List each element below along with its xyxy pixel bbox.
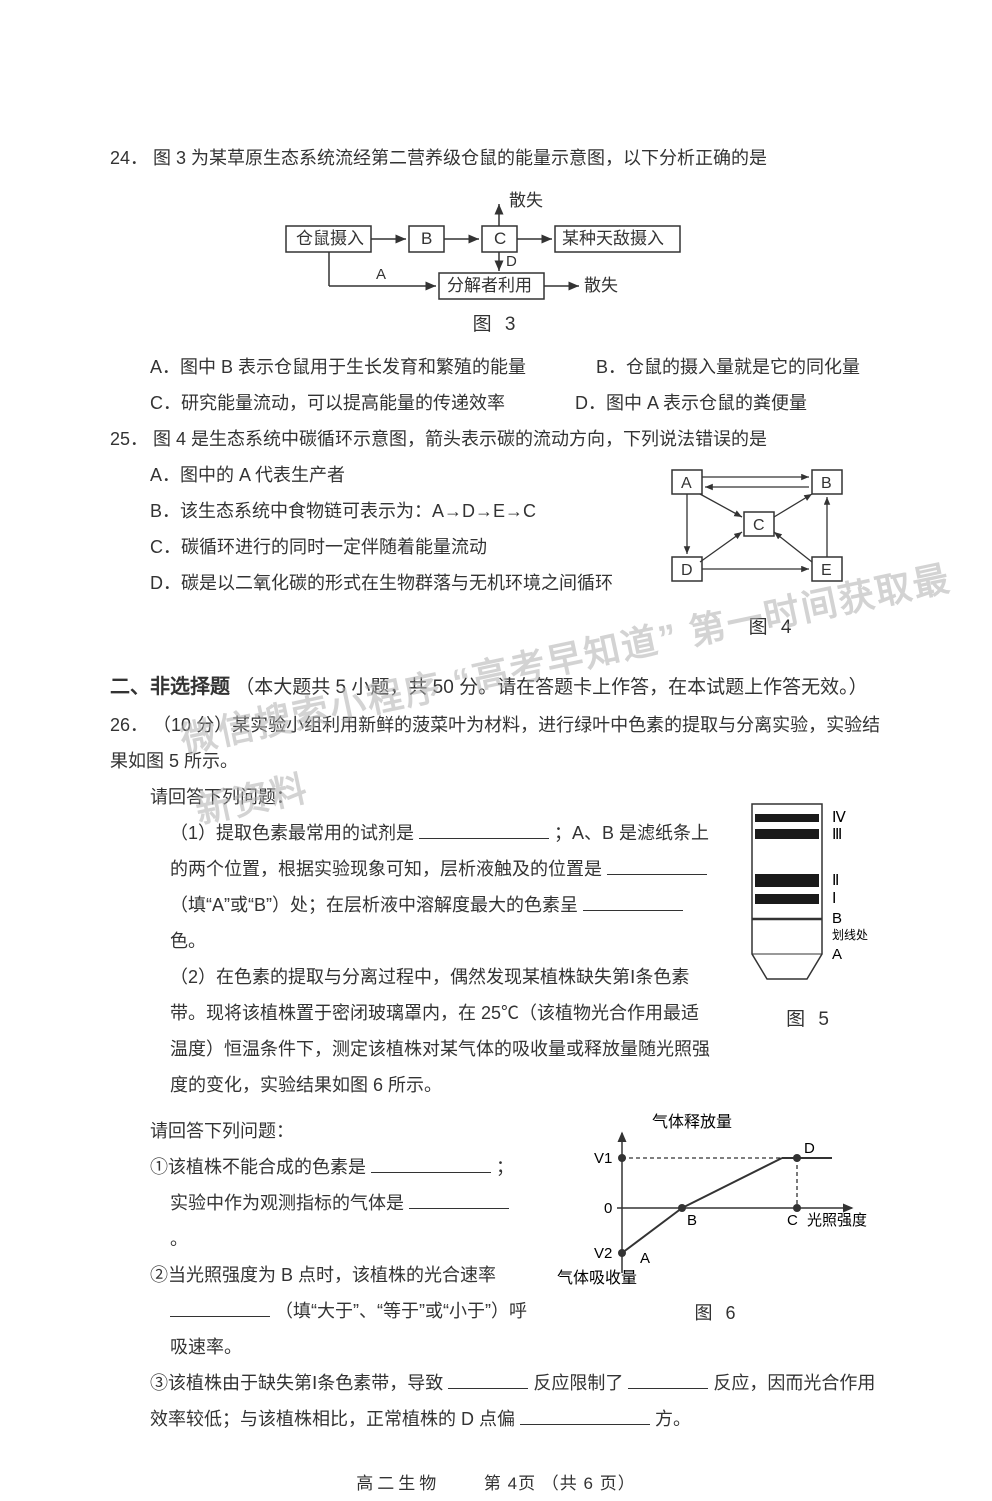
label-a: A — [376, 266, 386, 283]
q24-option-c: C．研究能量流动，可以提高能量的传递效率 — [150, 385, 505, 421]
blank-gas — [409, 1187, 509, 1209]
blank-reaction1 — [448, 1367, 528, 1389]
figure-3: 散失 仓鼠摄入 B C 某种天敌摄入 D A 分解者利用 散失 图 3 — [271, 191, 721, 344]
section-2-desc: （本大题共 5 小题，共 50 分。请在答题卡上作答，在本试题上作答无效。） — [235, 677, 867, 698]
svg-text:C: C — [787, 1212, 798, 1229]
q25-number: 25． — [110, 429, 148, 449]
blank-rate — [170, 1295, 270, 1317]
q26-prompt: 请回答下列问题： — [150, 779, 717, 815]
question-26: 26． （10 分）某实验小组利用新鲜的菠菜叶为材料，进行绿叶中色素的提取与分离… — [110, 707, 882, 779]
blank-color — [583, 889, 683, 911]
box-b: B — [421, 229, 432, 248]
q24-options-row1: A．图中 B 表示仓鼠用于生长发育和繁殖的能量 B．仓鼠的摄入量就是它的同化量 — [110, 349, 882, 385]
q26-intro: （10 分）某实验小组利用新鲜的菠菜叶为材料，进行绿叶中色素的提取与分离实验，实… — [110, 715, 880, 771]
carbon-cycle-diagram: A B C D E — [662, 462, 862, 592]
q26-sub1-b: ； — [496, 1157, 514, 1177]
box-c: C — [494, 229, 506, 248]
q26-sub3-a: ③该植株由于缺失第Ⅰ条色素带，导致 — [150, 1373, 443, 1393]
q25-text: 图 4 是生态系统中碳循环示意图，箭头表示碳的流动方向，下列说法错误的是 — [153, 429, 767, 449]
svg-text:B: B — [821, 475, 832, 492]
q26-p1-seg1: （1）提取色素最常用的试剂是 — [170, 823, 414, 843]
figure-4: A B C D E 图 4 — [662, 457, 882, 647]
q26-sub2-a: ②当光照强度为 B 点时，该植株的光合速率 — [150, 1265, 496, 1285]
y-top-label: 气体释放量 — [652, 1113, 732, 1131]
box-predator: 某种天敌摄入 — [562, 229, 664, 248]
section-2-header: 二、非选择题 （本大题共 5 小题，共 50 分。请在答题卡上作答，在本试题上作… — [110, 667, 882, 707]
q25-option-c: C．碳循环进行的同时一定伴随着能量流动 — [110, 529, 632, 565]
svg-text:0: 0 — [604, 1200, 612, 1217]
figure-5-caption: 图 5 — [737, 1001, 882, 1039]
label-d: D — [506, 253, 517, 270]
svg-text:划线处: 划线处 — [832, 928, 868, 942]
svg-text:E: E — [821, 562, 832, 579]
q26-prompt2: 请回答下列问题： — [150, 1113, 532, 1149]
q24-option-d: D．图中 A 表示仓鼠的粪便量 — [575, 385, 807, 421]
q24-option-a: A．图中 B 表示仓鼠用于生长发育和繁殖的能量 — [150, 349, 526, 385]
q26-sub1-a: ①该植株不能合成的色素是 — [150, 1157, 366, 1177]
figure-5: Ⅳ Ⅲ Ⅱ Ⅰ B 划线处 A 图 5 — [737, 779, 882, 1039]
q25-option-b: B．该生态系统中食物链可表示为：A→D→E→C — [110, 493, 632, 529]
question-24: 24． 图 3 为某草原生态系统流经第二营养级仓鼠的能量示意图，以下分析正确的是 — [110, 140, 882, 176]
footer-page: 第 4页 （共 6 页） — [484, 1474, 636, 1493]
svg-text:B: B — [687, 1212, 697, 1229]
q26-sub2: ②当光照强度为 B 点时，该植株的光合速率 — [150, 1257, 532, 1293]
q24-text: 图 3 为某草原生态系统流经第二营养级仓鼠的能量示意图，以下分析正确的是 — [153, 148, 767, 168]
q26-sub2-line2: （填“大于”、“等于”或“小于”）呼吸速率。 — [150, 1293, 532, 1365]
q26-part1: （1）提取色素最常用的试剂是 ；A、B 是滤纸条上的两个位置，根据实验现象可知，… — [150, 815, 717, 959]
figure-3-caption: 图 3 — [271, 306, 721, 344]
q26-number: 26． — [110, 715, 148, 735]
q24-option-b: B．仓鼠的摄入量就是它的同化量 — [596, 349, 860, 385]
box-hamster: 仓鼠摄入 — [296, 229, 364, 248]
q26-sub1-d: 。 — [170, 1229, 188, 1249]
svg-text:C: C — [753, 517, 765, 534]
svg-text:D: D — [804, 1140, 815, 1157]
svg-text:D: D — [681, 562, 693, 579]
svg-text:Ⅳ: Ⅳ — [832, 809, 846, 826]
svg-text:B: B — [832, 910, 842, 927]
chromatography-diagram: Ⅳ Ⅲ Ⅱ Ⅰ B 划线处 A — [737, 799, 872, 984]
q26-part2-intro: （2）在色素的提取与分离过程中，偶然发现某植株缺失第Ⅰ条色素带。现将该植株置于密… — [150, 959, 717, 1103]
figure-6-caption: 图 6 — [552, 1295, 882, 1331]
q26-sub3-d: 方。 — [655, 1409, 691, 1429]
q24-number: 24． — [110, 148, 148, 168]
svg-text:V2: V2 — [594, 1245, 612, 1262]
q25-option-a: A．图中的 A 代表生产者 — [110, 457, 632, 493]
svg-text:A: A — [640, 1250, 650, 1267]
energy-flow-diagram: 散失 仓鼠摄入 B C 某种天敌摄入 D A 分解者利用 散失 — [281, 191, 711, 301]
q26-p1-seg4: 色。 — [170, 931, 206, 951]
q26-sub1-c: 实验中作为观测指标的气体是 — [170, 1193, 404, 1213]
svg-text:Ⅲ: Ⅲ — [832, 826, 842, 843]
blank-position — [607, 853, 707, 875]
blank-pigment — [371, 1151, 491, 1173]
page-footer: 高二生物 第 4页 （共 6 页） — [110, 1467, 882, 1501]
q26-sub3: ③该植株由于缺失第Ⅰ条色素带，导致 反应限制了 反应，因而光合作用效率较低；与该… — [150, 1365, 882, 1437]
box-decomposer: 分解者利用 — [447, 276, 532, 295]
blank-direction — [520, 1403, 650, 1425]
q26-p1-seg3: （填“A”或“B”）处；在层析液中溶解度最大的色素呈 — [170, 895, 578, 915]
blank-reagent — [419, 817, 549, 839]
q24-options-row2: C．研究能量流动，可以提高能量的传递效率 D．图中 A 表示仓鼠的粪便量 — [110, 385, 882, 421]
gas-curve-diagram: 气体释放量 0 光照强度 V — [552, 1113, 872, 1288]
svg-text:A: A — [832, 946, 842, 963]
section-2-title: 二、非选择题 — [110, 676, 230, 698]
svg-text:A: A — [681, 475, 692, 492]
q26-sub1-line2: 实验中作为观测指标的气体是 。 — [150, 1185, 532, 1257]
svg-text:Ⅱ: Ⅱ — [832, 872, 839, 889]
q25-option-d: D．碳是以二氧化碳的形式在生物群落与无机环境之间循环 — [110, 565, 632, 601]
figure-4-caption: 图 4 — [662, 609, 882, 647]
question-25: 25． 图 4 是生态系统中碳循环示意图，箭头表示碳的流动方向，下列说法错误的是 — [110, 421, 882, 457]
figure-6: 气体释放量 0 光照强度 V — [552, 1113, 882, 1331]
dissipate-top: 散失 — [509, 191, 543, 210]
blank-reaction2 — [628, 1367, 708, 1389]
dissipate-right: 散失 — [584, 276, 618, 295]
footer-subject: 高二生物 — [356, 1474, 440, 1493]
y-bottom-label: 气体吸收量 — [557, 1269, 637, 1287]
x-label: 光照强度 — [807, 1212, 867, 1229]
svg-text:V1: V1 — [594, 1150, 612, 1167]
q26-sub3-b: 反应限制了 — [533, 1373, 623, 1393]
q26-sub1: ①该植株不能合成的色素是 ； — [150, 1149, 532, 1185]
svg-text:Ⅰ: Ⅰ — [832, 890, 836, 907]
